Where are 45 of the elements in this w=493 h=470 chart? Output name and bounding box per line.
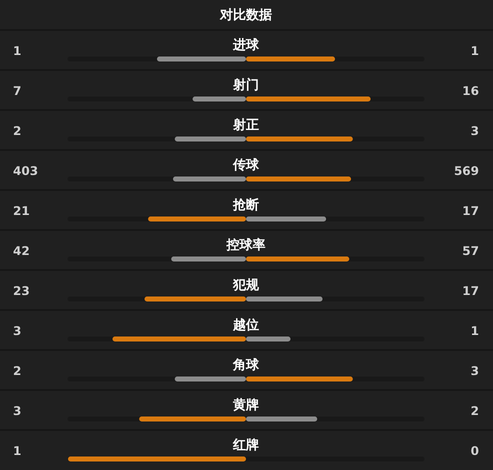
chart-title: 对比数据 — [219, 8, 272, 23]
y-tick-label: 越位 — [232, 318, 259, 333]
text: 17 — [462, 204, 479, 218]
y-tick-label: 控球率 — [226, 237, 266, 253]
bar — [174, 136, 246, 142]
y-tick-label: 传球 — [232, 157, 260, 173]
bar — [246, 56, 335, 62]
text: 2 — [13, 124, 22, 138]
text: 42 — [13, 244, 30, 258]
text: 21 — [13, 204, 30, 218]
text: 57 — [462, 244, 479, 258]
text: 1 — [470, 44, 479, 58]
y-tick-label: 进球 — [232, 37, 260, 53]
y-tick-label: 犯规 — [232, 278, 260, 293]
bar — [171, 256, 246, 262]
text: 7 — [13, 84, 22, 98]
text: 2 — [470, 404, 479, 418]
y-tick-label: 黄牌 — [232, 397, 259, 413]
y-tick-label: 角球 — [232, 357, 260, 373]
text: 0 — [470, 444, 479, 458]
bar — [246, 256, 350, 262]
text: 569 — [454, 164, 479, 178]
text: 1 — [470, 324, 479, 338]
y-tick-label: 抢断 — [232, 198, 259, 213]
y-tick-label: 红牌 — [232, 437, 259, 453]
bar — [174, 376, 246, 382]
bar — [246, 176, 352, 182]
bar — [157, 56, 246, 62]
text: 1 — [13, 444, 22, 458]
text: 3 — [13, 404, 22, 418]
text: 403 — [13, 164, 38, 178]
text: 23 — [13, 284, 30, 298]
text: 2 — [13, 364, 22, 378]
y-tick-label: 射正 — [232, 118, 259, 133]
text: 17 — [462, 284, 479, 298]
text: 3 — [470, 124, 479, 138]
text: 3 — [470, 364, 479, 378]
text: 3 — [13, 324, 22, 338]
text: 1 — [13, 44, 22, 58]
y-tick-label: 射门 — [232, 77, 259, 93]
bar — [192, 96, 246, 102]
text: 16 — [462, 84, 479, 98]
bar — [246, 376, 353, 382]
bar — [246, 136, 353, 142]
bar — [173, 176, 246, 182]
